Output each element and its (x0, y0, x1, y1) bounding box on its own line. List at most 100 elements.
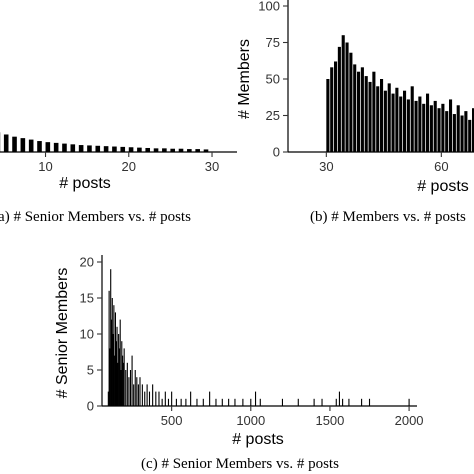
panel-b-x-tick-label: 30 (319, 159, 333, 174)
panel-c-bar (110, 319, 113, 406)
panel-b-bar (441, 103, 445, 152)
panel-c-bar (348, 398, 350, 406)
panel-a-bar (195, 149, 200, 152)
panel-b-bar (452, 114, 456, 152)
panel-c-y-tick-label: 5 (87, 363, 94, 378)
panel-c-bar (209, 391, 211, 406)
panel-b-bar (376, 86, 380, 152)
panel-b-bar (460, 115, 464, 152)
panel-c-bar (185, 398, 187, 406)
panel-a-bar (20, 138, 26, 152)
panel-c-bar (161, 398, 163, 406)
panel-b-caption: (b) # Members vs. # posts (310, 209, 466, 225)
panel-b-x-ticks: 30 60 (319, 152, 449, 174)
panel-a-bar (145, 147, 151, 152)
panel-b-y-tick-label: 100 (258, 0, 280, 14)
panel-c-bar (144, 391, 146, 406)
panel-c-bar (155, 391, 157, 406)
panel-a-x-tick-label: 20 (122, 159, 136, 174)
panel-c-bar (108, 290, 110, 406)
panel-a-bar (103, 146, 109, 152)
panel-c-bar (234, 398, 236, 406)
panel-b-y-tick-label: 50 (266, 72, 280, 87)
panel-b-bar (326, 79, 330, 152)
panel-c-x-tick-label: 500 (161, 413, 183, 428)
panel-c-bar (335, 398, 337, 406)
panel-a-bar (112, 146, 117, 152)
panel-b-bar (456, 105, 460, 152)
panel-b-ylabel: # Members (236, 39, 253, 119)
panel-b-bar (337, 46, 341, 152)
panel-c-bar (117, 362, 119, 406)
panel-c-bar (121, 341, 123, 406)
panel-c-bar (113, 305, 115, 406)
panel-a-bar (12, 136, 17, 152)
panel-c-bar (180, 398, 182, 406)
panel-b-bar (429, 105, 433, 152)
panel-a-bar (53, 142, 59, 153)
panel-a-x-ticks: 10 20 30 (38, 152, 219, 174)
panel-a-bar (3, 134, 9, 152)
panel-c-bar (110, 269, 112, 406)
panel-c-bar (118, 334, 120, 406)
panel-c-bar (368, 398, 371, 406)
panel-c-x-tick-label: 1500 (315, 413, 344, 428)
panel-c: 0 5 10 15 20 500 1000 1500 2000 # Senior Member… (54, 255, 424, 473)
panel-c-bar (250, 398, 252, 406)
panel-b-bar (391, 93, 395, 152)
panel-c-bar (215, 398, 217, 406)
panel-a-bar (178, 148, 184, 152)
panel-c-y-tick-label: 0 (87, 399, 94, 414)
panel-b-bar (364, 76, 368, 152)
panel-c-bars (107, 269, 410, 406)
panel-a-bar (87, 145, 92, 152)
panel-b-bar (433, 100, 437, 152)
panel-b-bar (353, 64, 357, 152)
panel-c-x-tick-label: 2000 (395, 413, 424, 428)
panel-c-bar (190, 391, 192, 406)
panel-a-bar (62, 143, 67, 152)
panel-c-bar (167, 398, 170, 406)
panel-c-bar (171, 391, 173, 406)
panel-c-bar (123, 348, 125, 406)
panel-a-bar (137, 147, 142, 152)
panel-b-bar (395, 87, 399, 152)
panel-c-bar (259, 398, 261, 406)
panel-a-bar (162, 148, 167, 152)
panel-c-xlabel: # posts (232, 431, 284, 448)
panel-a-bar (37, 141, 42, 152)
panel-c-bar (338, 391, 340, 406)
panel-c-bar (133, 384, 135, 406)
panel-c-x-tick-label: 1000 (236, 413, 265, 428)
panel-a-bars (0, 132, 209, 153)
panel-c-bar (111, 298, 113, 406)
panel-c-bar (148, 391, 151, 406)
panel-c-bar (131, 355, 133, 406)
panel-c-bar (321, 398, 323, 406)
panel-c-bar (120, 370, 122, 406)
panel-c-y-tick-label: 10 (80, 327, 94, 342)
panel-c-bar (126, 362, 128, 406)
panel-a-bar (28, 139, 34, 152)
panel-c-y-ticks: 0 5 10 15 20 (80, 255, 102, 414)
panel-b-y-tick-label: 25 (266, 108, 280, 123)
panel-b-bar (449, 99, 453, 152)
panel-c-caption: (c) # Senior Members vs. # posts (141, 456, 339, 472)
panel-b-bar (468, 119, 472, 152)
panel-c-bar (196, 398, 198, 406)
panel-c-bar (242, 398, 244, 406)
panel-c-y-tick-label: 15 (80, 291, 94, 306)
panel-a-bar (70, 144, 76, 152)
panel-c-bar (119, 319, 121, 406)
panel-c-bar (175, 398, 177, 406)
panel-b-bar (368, 81, 372, 152)
panel-c-bar (136, 377, 138, 406)
panel-c-bar (408, 398, 410, 406)
panel-a-caption: (a) # Senior Members vs. # posts (0, 209, 191, 225)
panel-c-bar (158, 391, 160, 406)
panel-c-bar (152, 384, 154, 406)
panel-c-bar (112, 334, 114, 406)
panel-b-bar (349, 52, 353, 152)
panel-b-bar (399, 96, 403, 152)
panel-b-bar (464, 111, 468, 152)
